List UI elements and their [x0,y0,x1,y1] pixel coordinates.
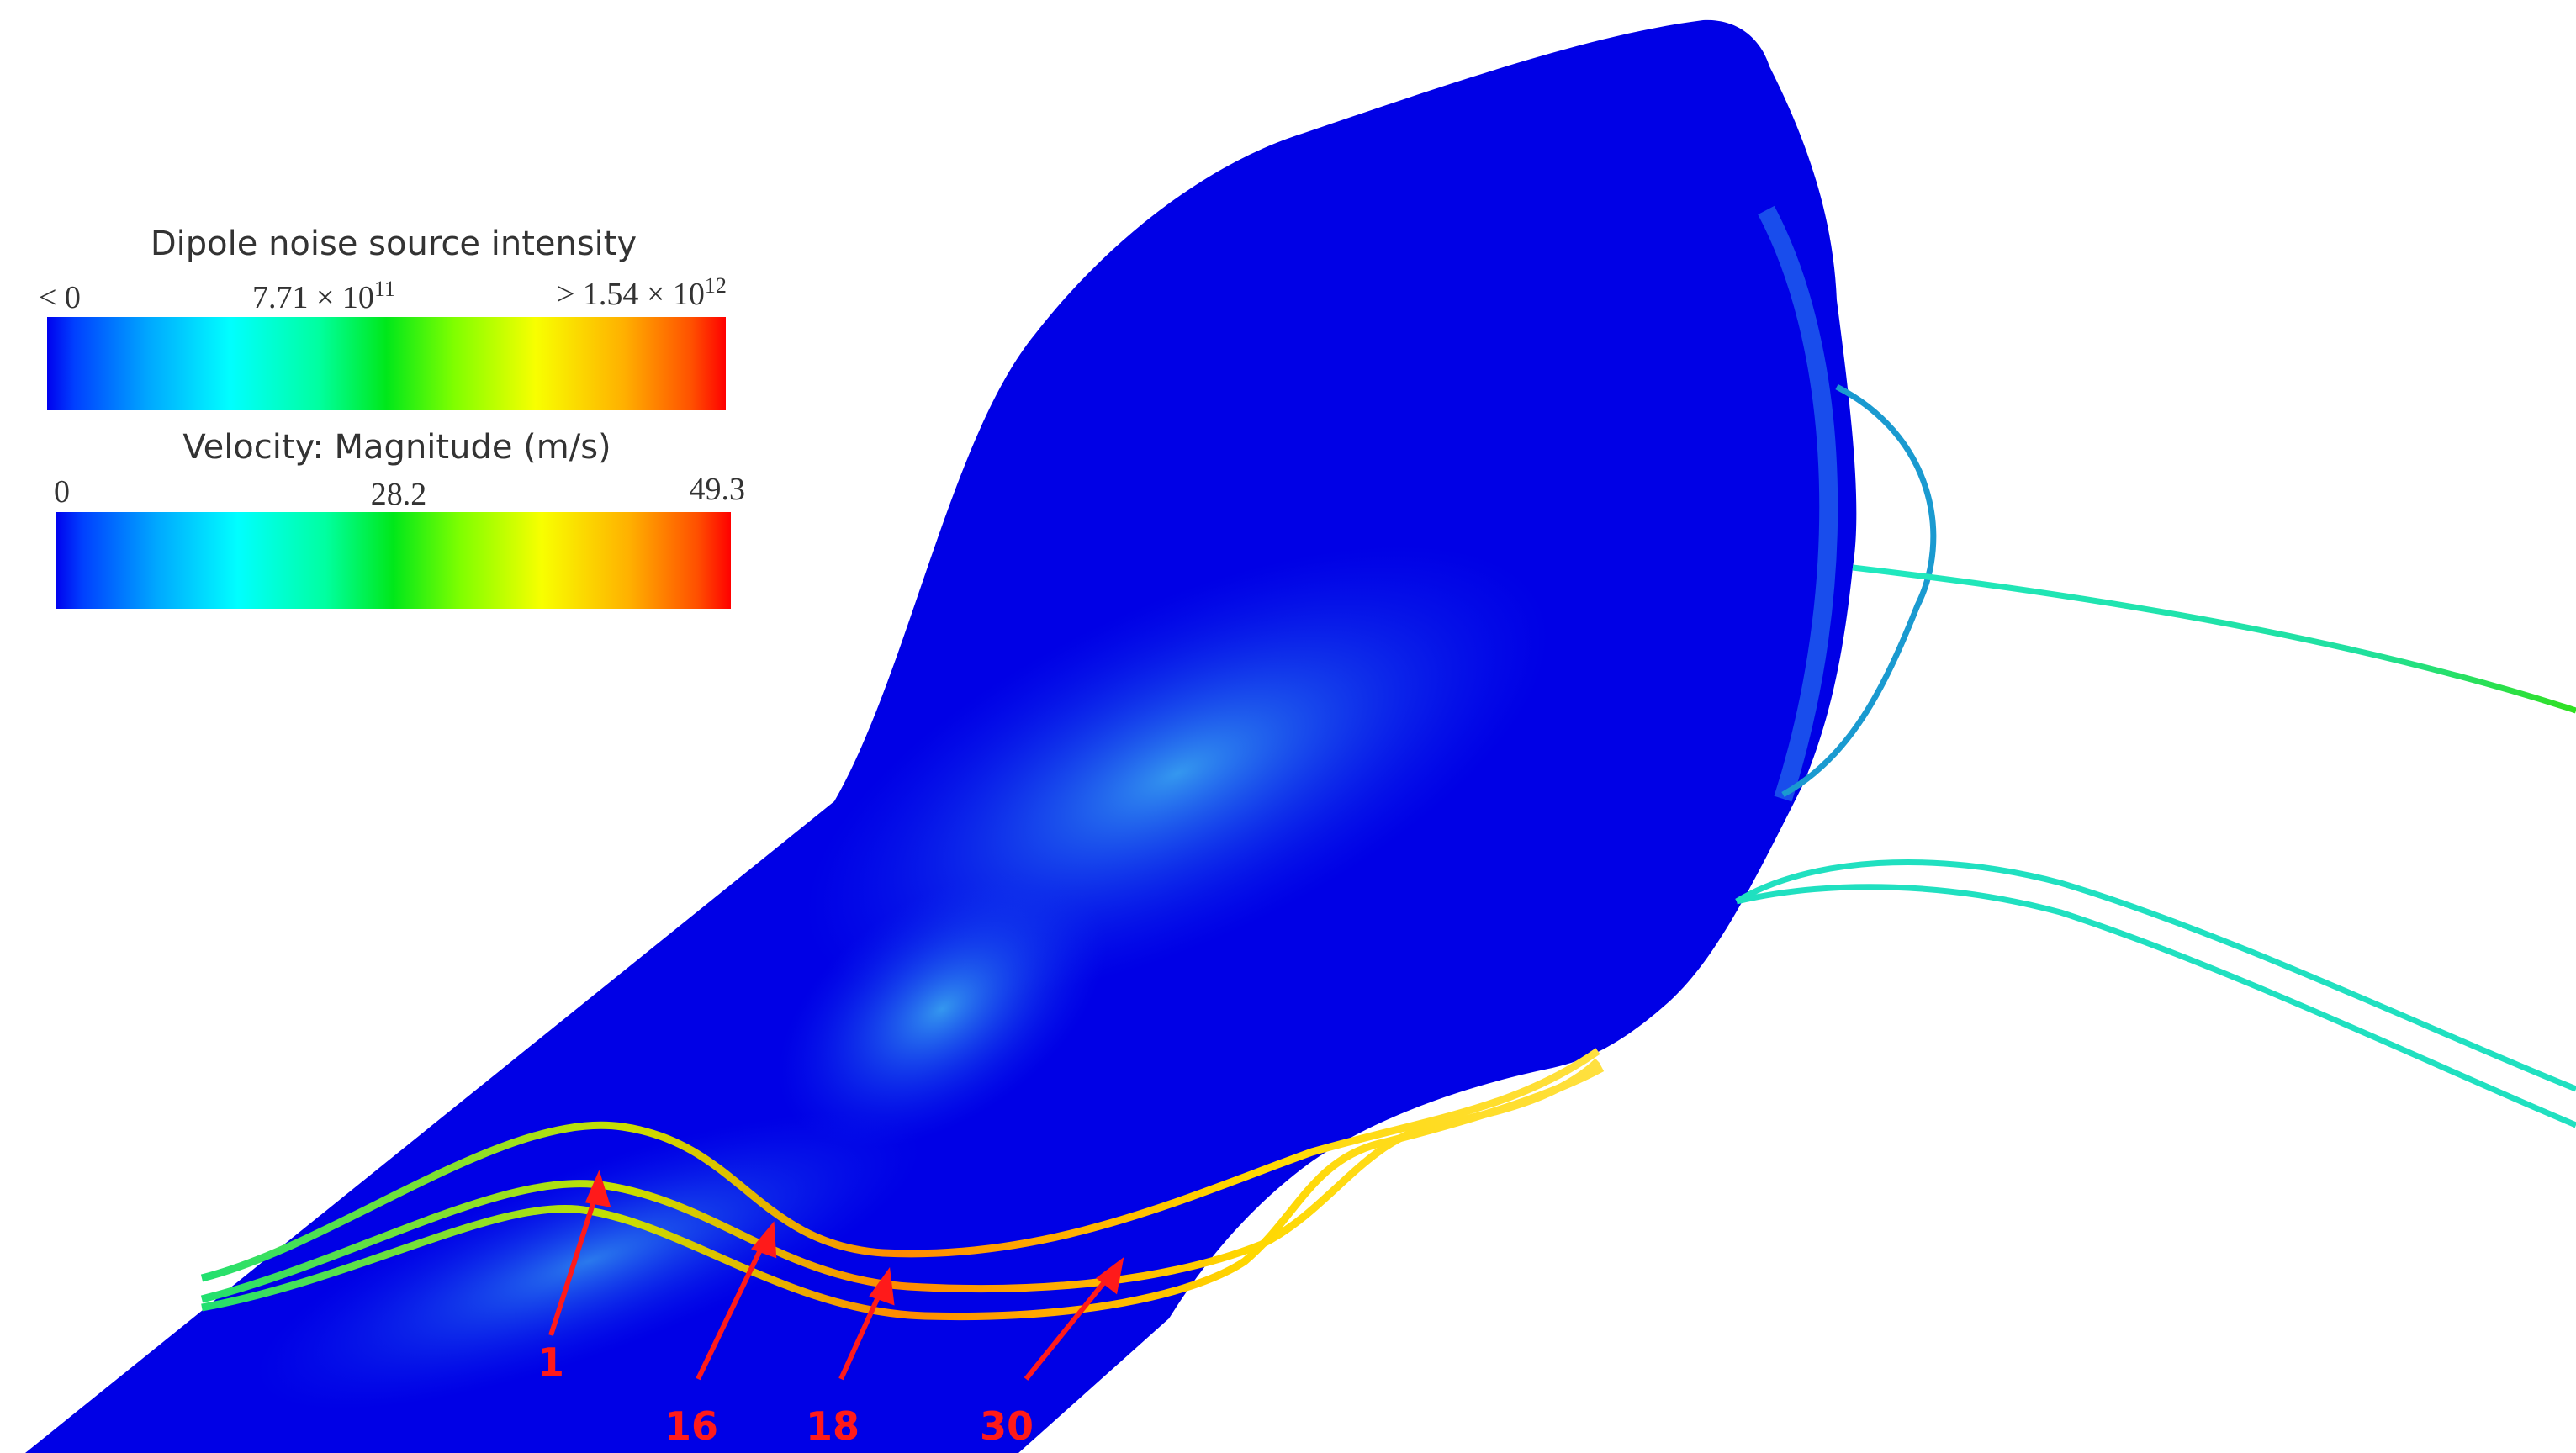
streamline [201,1065,1605,1320]
legend-max-label: 49.3 [690,472,746,507]
callout-label: 16 [664,1403,718,1449]
legend-title: Dipole noise source intensity [151,225,637,263]
arrowhead-icon [750,1221,777,1259]
callout-label: 30 [980,1403,1034,1449]
streamline [1736,884,2576,1128]
arrowhead-icon [869,1267,895,1306]
callout-arrow [548,1185,601,1336]
callout-arrow [696,1234,770,1381]
arrowhead-icon [1096,1256,1124,1295]
legend-min-label: 0 [54,474,70,510]
legend-max-label: > 1.54 × 1012 [557,273,727,312]
legend-velocity: Velocity: Magnitude (m/s) 0 28.2 49.3 [54,428,745,609]
legend-mid-label: 7.71 × 1011 [252,277,395,315]
streamline [1781,383,1937,798]
legend-mid-label: 28.2 [371,477,427,512]
callout-label: 1 [537,1339,564,1385]
legend-dipole-noise: Dipole noise source intensity < 0 7.71 ×… [39,225,727,410]
surface-edge-highlight [1758,205,1838,802]
colorbar [47,317,726,410]
streamline [1852,564,2576,714]
legend-min-label: < 0 [39,280,81,315]
arrowhead-icon [584,1170,611,1207]
streamline [200,1048,1600,1282]
callout-arrow [1024,1268,1117,1381]
legend-title: Velocity: Magnitude (m/s) [182,428,611,467]
surface-highlight [255,1112,923,1410]
callout-label: 18 [806,1403,860,1449]
surface-highlight [777,869,1107,1149]
colorbar [56,512,731,609]
streamline [1735,859,2576,1092]
